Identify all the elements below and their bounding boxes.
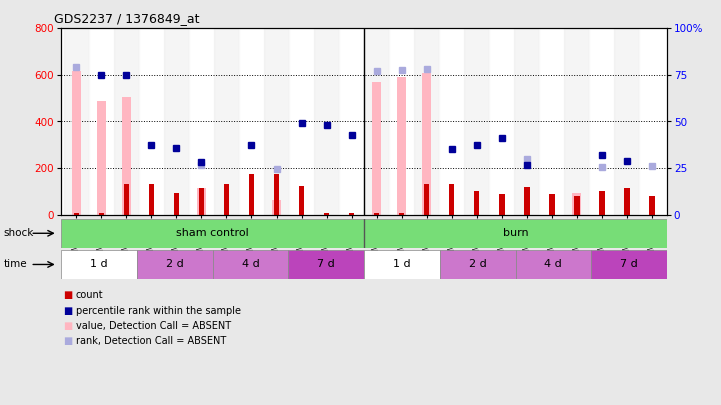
Bar — [649, 196, 655, 215]
Bar — [565, 28, 589, 215]
Text: GDS2237 / 1376849_at: GDS2237 / 1376849_at — [54, 12, 200, 25]
Bar — [249, 174, 255, 215]
Bar — [264, 28, 289, 215]
Bar — [199, 188, 204, 215]
Bar — [72, 71, 81, 215]
Bar — [624, 188, 629, 215]
Bar — [164, 28, 189, 215]
Bar — [499, 194, 505, 215]
Text: 2 d: 2 d — [166, 260, 184, 269]
Bar — [149, 184, 154, 215]
Bar — [549, 194, 554, 215]
Bar — [524, 187, 529, 215]
Bar — [474, 192, 479, 215]
Bar — [424, 184, 430, 215]
Bar — [614, 28, 640, 215]
Text: 1 d: 1 d — [90, 260, 108, 269]
Text: sham control: sham control — [177, 228, 249, 238]
Bar — [274, 174, 279, 215]
Bar — [61, 250, 137, 279]
Text: rank, Detection Call = ABSENT: rank, Detection Call = ABSENT — [76, 337, 226, 346]
Bar — [414, 28, 439, 215]
Text: ■: ■ — [63, 337, 72, 346]
Bar — [189, 28, 214, 215]
Bar — [574, 196, 580, 215]
Text: ■: ■ — [63, 306, 72, 315]
Bar — [539, 28, 565, 215]
Bar — [389, 28, 414, 215]
Bar — [599, 192, 605, 215]
Bar — [114, 28, 139, 215]
Text: burn: burn — [503, 228, 528, 238]
Text: 2 d: 2 d — [469, 260, 487, 269]
Bar — [137, 250, 213, 279]
Text: 4 d: 4 d — [544, 260, 562, 269]
Bar — [374, 213, 379, 215]
Bar — [122, 97, 131, 215]
Bar — [439, 28, 464, 215]
Bar — [89, 28, 114, 215]
Bar — [516, 250, 591, 279]
Bar — [349, 213, 354, 215]
Bar — [63, 28, 89, 215]
Bar — [514, 28, 539, 215]
Bar — [197, 188, 205, 215]
Bar — [174, 192, 179, 215]
Bar — [372, 82, 381, 215]
Bar — [490, 28, 514, 215]
Bar — [239, 28, 264, 215]
Bar — [74, 213, 79, 215]
Text: time: time — [4, 260, 27, 269]
Text: ■: ■ — [63, 290, 72, 300]
Text: count: count — [76, 290, 103, 300]
Text: 1 d: 1 d — [393, 260, 411, 269]
Text: ■: ■ — [63, 321, 72, 331]
Bar — [591, 250, 667, 279]
Bar — [214, 28, 239, 215]
Bar — [224, 184, 229, 215]
Bar — [339, 28, 364, 215]
Bar — [99, 213, 104, 215]
Text: value, Detection Call = ABSENT: value, Detection Call = ABSENT — [76, 321, 231, 331]
Bar — [97, 100, 106, 215]
Bar — [288, 250, 364, 279]
Text: 7 d: 7 d — [620, 260, 638, 269]
Bar — [298, 185, 304, 215]
Bar — [213, 250, 288, 279]
Bar — [449, 184, 454, 215]
Bar — [289, 28, 314, 215]
Bar — [464, 28, 490, 215]
Bar — [589, 28, 614, 215]
Bar — [399, 213, 404, 215]
Bar — [139, 28, 164, 215]
Bar — [364, 28, 389, 215]
Bar — [397, 77, 406, 215]
Bar — [364, 250, 440, 279]
Text: percentile rank within the sample: percentile rank within the sample — [76, 306, 241, 315]
Bar — [423, 72, 431, 215]
Text: 7 d: 7 d — [317, 260, 335, 269]
Bar — [640, 28, 665, 215]
Bar — [440, 250, 516, 279]
Bar — [314, 28, 339, 215]
Text: shock: shock — [4, 228, 34, 238]
Text: 4 d: 4 d — [242, 260, 260, 269]
Bar — [324, 213, 329, 215]
Bar — [272, 200, 281, 215]
Bar — [123, 184, 129, 215]
Bar — [572, 192, 581, 215]
